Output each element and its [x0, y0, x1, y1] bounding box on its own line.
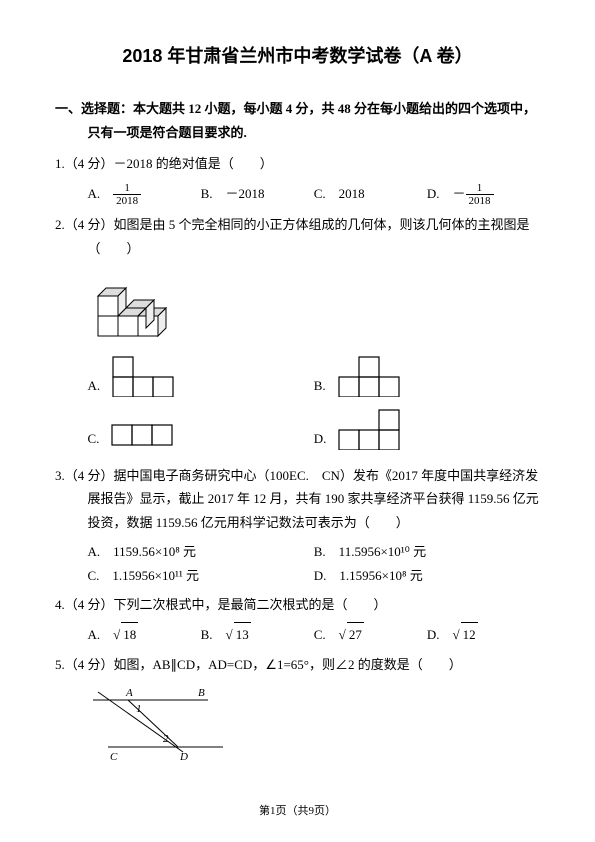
- sqrt-val: 18: [121, 622, 138, 646]
- q1-opt-c: C. 2018: [314, 182, 427, 208]
- frac-den: 2018: [466, 195, 494, 207]
- opt-prefix: C.: [314, 627, 339, 642]
- q2-stem: 2.（4 分）如图是由 5 个完全相同的小正方体组成的几何体，则该几何体的主视图…: [55, 213, 540, 260]
- q4-opt-a: A. 18: [88, 622, 201, 646]
- frac-num: 1: [466, 182, 494, 195]
- opt-label: C.: [88, 427, 100, 450]
- frac-num: 1: [113, 182, 141, 195]
- label-d: D: [179, 751, 188, 762]
- q4-opt-c: C. 27: [314, 622, 427, 646]
- opt-label: A.: [88, 374, 101, 397]
- q2-3d-figure: [55, 266, 540, 346]
- parallel-lines-icon: A B C D 1 2: [88, 682, 238, 762]
- page-title: 2018 年甘肃省兰州市中考数学试卷（A 卷）: [55, 40, 540, 72]
- q2-opt-c: C.: [88, 405, 314, 450]
- q4-stem: 4.（4 分）下列二次根式中，是最简二次根式的是（ ）: [55, 593, 540, 616]
- sqrt-val: 27: [347, 622, 364, 646]
- q4-options: A. 18 B. 13 C. 27 D. 12: [55, 622, 540, 646]
- fraction: 12018: [113, 182, 141, 207]
- label-angle2: 2: [163, 733, 169, 745]
- q1-a-prefix: A.: [88, 186, 114, 201]
- label-a: A: [125, 687, 133, 699]
- q3-options: A. 1159.56×10⁸ 元 B. 11.5956×10¹⁰ 元 C. 1.…: [55, 540, 540, 587]
- front-view-c-icon: [107, 420, 187, 450]
- section-heading: 一、选择题：本大题共 12 小题，每小题 4 分，共 48 分在每小题给出的四个…: [55, 97, 540, 144]
- sqrt-icon: [339, 627, 346, 642]
- sqrt-icon: [113, 627, 120, 642]
- q2-opt-d: D.: [314, 405, 540, 450]
- page-footer: 第1页（共9页）: [0, 802, 595, 822]
- opt-prefix: B.: [201, 627, 226, 642]
- opt-label: B.: [314, 374, 326, 397]
- q3-stem: 3.（4 分）据中国电子商务研究中心（100EC. CN）发布《2017 年度中…: [55, 464, 540, 534]
- q1-opt-b: B. －2018: [201, 182, 314, 208]
- fraction: 12018: [466, 182, 494, 207]
- front-view-a-icon: [108, 352, 188, 397]
- opt-prefix: D.: [427, 627, 453, 642]
- sqrt-icon: [226, 627, 233, 642]
- q1-opt-d: D. －12018: [427, 182, 540, 208]
- cubes-3d-icon: [88, 266, 198, 346]
- front-view-d-icon: [334, 405, 414, 450]
- q1-d-prefix: D. －: [427, 186, 466, 201]
- q2-opt-a: A.: [88, 352, 314, 397]
- q4-opt-b: B. 13: [201, 622, 314, 646]
- label-angle1: 1: [136, 703, 142, 715]
- sqrt-icon: [453, 627, 460, 642]
- q3-opt-a: A. 1159.56×10⁸ 元: [88, 540, 314, 563]
- q5-figure: A B C D 1 2: [55, 682, 540, 762]
- frac-den: 2018: [113, 195, 141, 207]
- opt-label: D.: [314, 427, 327, 450]
- q1-opt-a: A. 12018: [88, 182, 201, 208]
- sqrt-val: 12: [461, 622, 478, 646]
- q4-opt-d: D. 12: [427, 622, 540, 646]
- sqrt-val: 13: [234, 622, 251, 646]
- opt-prefix: A.: [88, 627, 114, 642]
- q5-stem: 5.（4 分）如图，AB∥CD，AD=CD，∠1=65°，则∠2 的度数是（ ）: [55, 653, 540, 676]
- q3-opt-b: B. 11.5956×10¹⁰ 元: [314, 540, 540, 563]
- q1-options: A. 12018 B. －2018 C. 2018 D. －12018: [55, 182, 540, 208]
- label-b: B: [198, 687, 205, 699]
- q3-opt-c: C. 1.15956×10¹¹ 元: [88, 564, 314, 587]
- q2-options: A. B. C. D.: [55, 352, 540, 458]
- q1-stem: 1.（4 分）－2018 的绝对值是（ ）: [55, 152, 540, 175]
- label-c: C: [110, 751, 118, 762]
- front-view-b-icon: [334, 352, 414, 397]
- q2-opt-b: B.: [314, 352, 540, 397]
- q3-opt-d: D. 1.15956×10⁸ 元: [314, 564, 540, 587]
